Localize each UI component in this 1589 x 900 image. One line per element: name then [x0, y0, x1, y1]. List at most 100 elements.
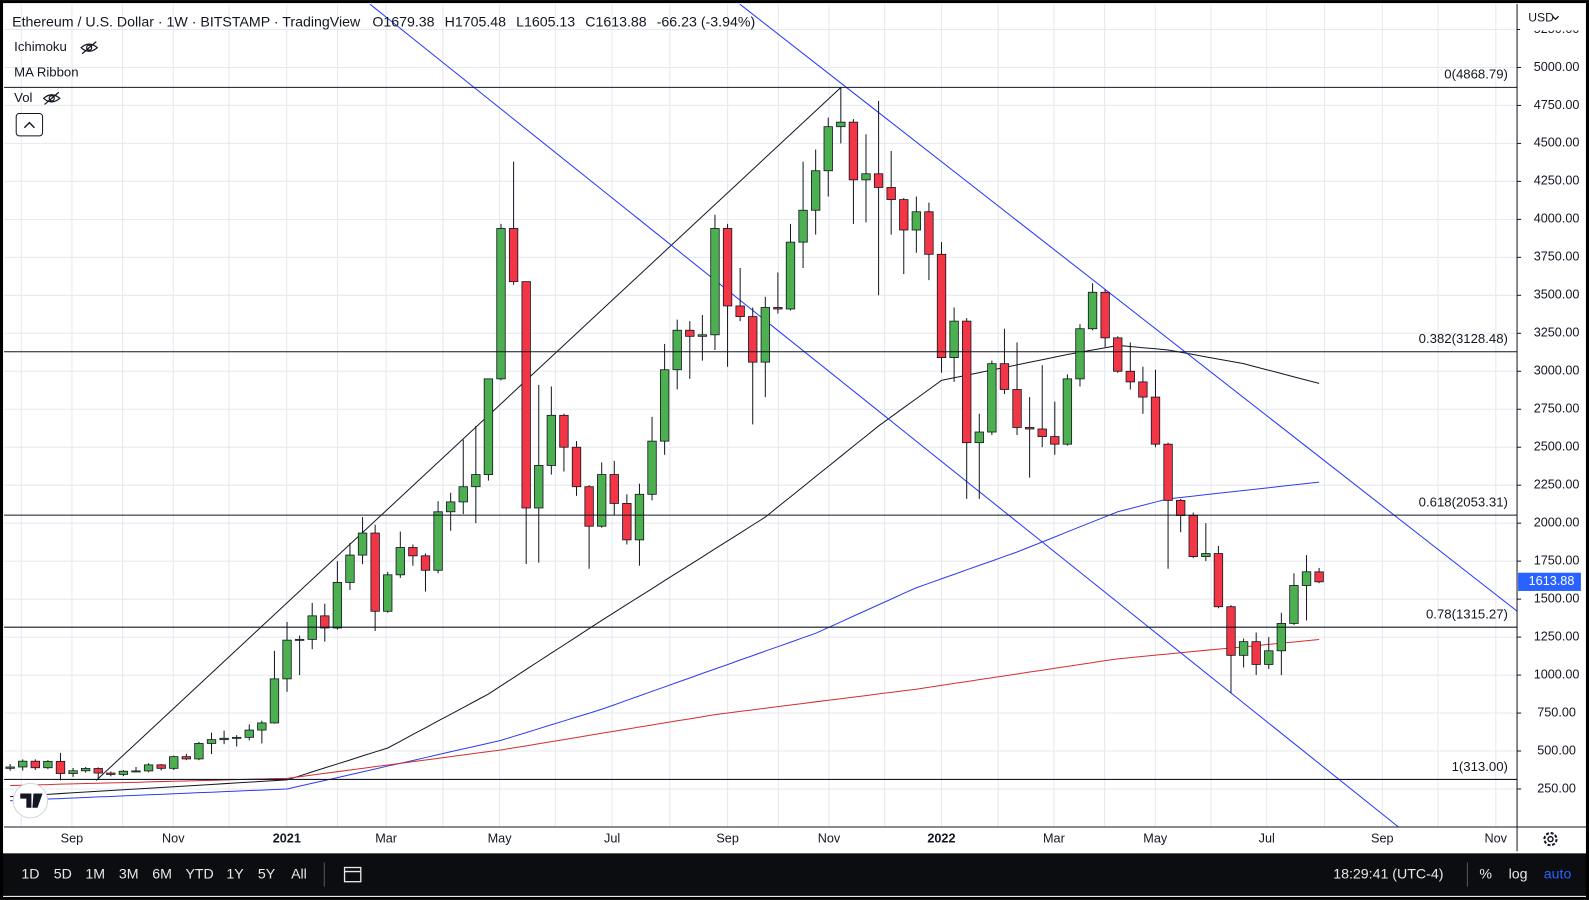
candle-body — [1037, 428, 1047, 437]
y-tick-label: 4000.00 — [1534, 212, 1580, 226]
log-toggle[interactable]: log — [1509, 866, 1528, 882]
candle-body — [1050, 436, 1060, 445]
x-tick-label: Jul — [1259, 831, 1275, 845]
currency-button-bg — [1520, 6, 1583, 31]
candle-body — [672, 329, 682, 371]
candle-body — [1138, 381, 1148, 398]
candle-body — [773, 307, 783, 310]
channel-line — [369, 4, 1399, 827]
gear-teeth — [1543, 832, 1558, 847]
candle-body — [269, 678, 280, 724]
hidden-eye-icon[interactable] — [80, 41, 99, 55]
last-price-label: 1613.88 — [1529, 574, 1575, 588]
candle-body — [936, 253, 947, 358]
plot-area — [5, 4, 1518, 827]
collapse-legend-button[interactable] — [15, 113, 44, 137]
range-button[interactable]: 6M — [152, 866, 172, 882]
bottom-toolbar: 1D 5D 1M 3M 6M YTD 1Y 5Y All 18:29:41 (UTC-4) % … — [0, 853, 1589, 896]
ohlc-open: O1679.38 — [372, 14, 434, 30]
candle-body — [471, 474, 481, 488]
candle-body — [1113, 337, 1123, 372]
candle-body — [194, 743, 204, 760]
candle-body — [823, 126, 833, 172]
range-button[interactable]: 5Y — [258, 866, 276, 882]
range-button[interactable]: All — [291, 866, 307, 882]
channel-line — [739, 4, 1518, 612]
y-tick-label: 2750.00 — [1534, 402, 1580, 416]
y-tick-label: 750.00 — [1537, 705, 1576, 719]
candle-body — [1024, 427, 1035, 430]
candle-body — [1201, 553, 1211, 557]
fib-level-label: 0.78(1315.27) — [1426, 607, 1508, 622]
range-button[interactable]: 3M — [119, 866, 139, 882]
candle-body — [131, 770, 141, 773]
candle-body — [634, 493, 645, 541]
candle-body — [93, 768, 103, 774]
candle-body — [987, 363, 997, 433]
range-button[interactable]: 1Y — [226, 866, 244, 882]
gear-hub — [1547, 835, 1554, 843]
candle-body — [748, 316, 758, 363]
x-tick-label: 2021 — [273, 831, 301, 845]
candle-body — [156, 764, 166, 769]
range-button[interactable]: 1D — [21, 866, 39, 882]
candle-body — [370, 532, 380, 612]
indicator-label[interactable]: Vol — [14, 90, 32, 105]
range-button[interactable]: 5D — [54, 866, 72, 882]
candle-body — [685, 329, 695, 337]
candle-body — [420, 555, 431, 571]
hidden-eye-icon[interactable] — [42, 91, 61, 105]
candle-body — [597, 474, 607, 527]
indicator-label[interactable]: Ichimoku — [14, 39, 67, 54]
candle-body — [1276, 623, 1287, 652]
x-tick-label: Sep — [1371, 831, 1394, 845]
candle-body — [697, 334, 708, 337]
candle-body — [1087, 291, 1098, 330]
range-button[interactable]: 1M — [85, 866, 105, 882]
candle-body — [357, 532, 368, 556]
dropdown-caret — [1552, 15, 1560, 21]
percent-toggle[interactable]: % — [1479, 866, 1492, 882]
candle-body — [458, 486, 468, 503]
x-tick-label: Jul — [604, 831, 620, 845]
settings-gear[interactable] — [1543, 832, 1558, 847]
candle-body — [181, 756, 192, 760]
candle-body — [911, 211, 922, 231]
currency-button[interactable]: USD — [1520, 6, 1583, 31]
candle-body — [785, 241, 796, 310]
tradingview-logo[interactable] — [12, 782, 49, 819]
y-tick-label: 3250.00 — [1534, 326, 1580, 340]
candle-body — [810, 170, 821, 211]
x-tick-label: May — [488, 831, 513, 845]
range-button[interactable]: YTD — [185, 866, 213, 882]
candle-body — [143, 764, 154, 772]
candle-body — [659, 369, 670, 442]
auto-toggle[interactable]: auto — [1544, 866, 1572, 882]
candle-body — [395, 547, 405, 576]
time-axis: Sep Nov 2021 Mar May Jul Sep Nov 2022 Mar May Jul Se… — [61, 831, 1508, 845]
candle-body — [1213, 553, 1224, 608]
currency-label[interactable]: USD — [1528, 11, 1554, 25]
candle-body — [383, 574, 393, 612]
y-tick-label: 5000.00 — [1534, 60, 1580, 74]
candle-body — [571, 446, 582, 488]
fib-level-label: 1(313.00) — [1452, 759, 1508, 774]
goto-date-button[interactable] — [343, 866, 362, 883]
x-tick-label: May — [1143, 831, 1168, 845]
indicator-label[interactable]: MA Ribbon — [14, 65, 78, 80]
eye-pupil — [86, 44, 93, 51]
y-tick-label: 2500.00 — [1534, 440, 1580, 454]
chevron-up — [23, 121, 35, 129]
candle-body — [294, 638, 305, 641]
candle-body — [508, 228, 519, 283]
candle-body — [1226, 606, 1236, 656]
y-tick-label: 4750.00 — [1534, 98, 1580, 112]
candle-body — [118, 770, 129, 775]
y-tick-label: 4250.00 — [1534, 174, 1580, 188]
eye-slash — [44, 91, 60, 105]
candle-body — [1100, 291, 1110, 339]
candle-body — [722, 228, 733, 307]
candle-body — [1314, 571, 1324, 583]
candle-body — [445, 501, 456, 513]
candle-body — [244, 729, 254, 738]
